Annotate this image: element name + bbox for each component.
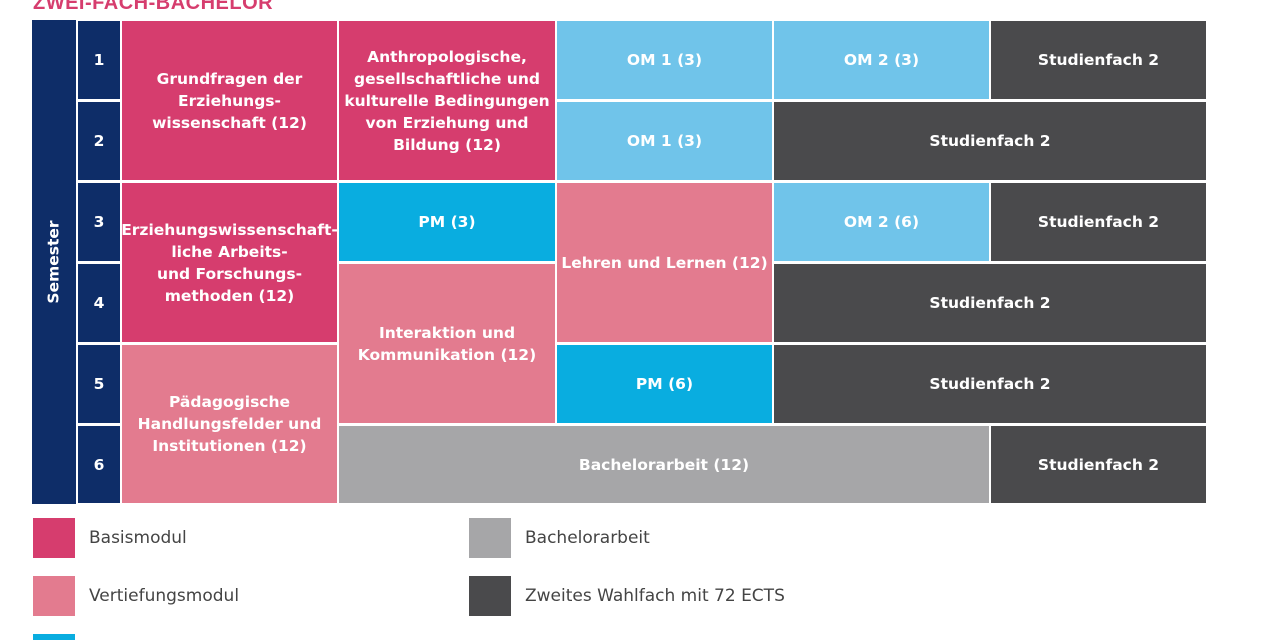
studienfach-2-semester3: Studienfach 2 [991, 183, 1206, 261]
module-pm3: PM (3) [339, 183, 555, 261]
module-pm6: PM (6) [557, 345, 772, 423]
semester-axis: Semester [32, 20, 76, 504]
legend-swatch-pm [33, 634, 75, 640]
legend-label-bachelorarbeit: Bachelorarbeit [525, 528, 650, 548]
module-anthropologische-bedingungen: Anthropologische, gesellschaftliche und … [339, 21, 555, 180]
semester-axis-label: Semester [45, 220, 64, 304]
module-om2-semester3: OM 2 (6) [774, 183, 989, 261]
module-lehren-und-lernen: Lehren und Lernen (12) [557, 183, 772, 342]
module-arbeits-forschungsmethoden: Erziehungswissenschaft- liche Arbeits- u… [121, 183, 338, 342]
legend-label-vertiefungsmodul: Vertiefungsmodul [89, 586, 240, 606]
module-om1-semester1: OM 1 (3) [557, 21, 772, 99]
legend-label-basismodul: Basismodul [89, 528, 187, 548]
semester-number-3: 3 [78, 183, 120, 261]
module-om1-semester2: OM 1 (3) [557, 102, 772, 180]
module-grundfragen: Grundfragen der Erziehungs- wissenschaft… [122, 21, 337, 180]
semester-number-6: 6 [78, 426, 120, 503]
studienfach-2-semester2: Studienfach 2 [774, 102, 1206, 180]
module-om2-semester1: OM 2 (3) [774, 21, 989, 99]
studienfach-2-semester4: Studienfach 2 [774, 264, 1206, 342]
semester-number-1: 1 [78, 21, 120, 99]
studienfach-2-semester1: Studienfach 2 [991, 21, 1206, 99]
semester-number-5: 5 [78, 345, 120, 423]
module-paedagogische-handlungsfelder: Pädagogische Handlungsfelder und Institu… [122, 345, 337, 503]
module-interaktion-kommunikation: Interaktion und Kommunikation (12) [339, 264, 555, 423]
legend-label-zweites-wahlfach: Zweites Wahlfach mit 72 ECTS [525, 586, 785, 606]
legend-swatch-vertiefungsmodul [33, 576, 75, 616]
legend-swatch-bachelorarbeit [469, 518, 511, 558]
semester-number-2: 2 [78, 102, 120, 180]
legend-swatch-basismodul [33, 518, 75, 558]
studienfach-2-semester5: Studienfach 2 [774, 345, 1206, 423]
module-bachelorarbeit: Bachelorarbeit (12) [339, 426, 989, 503]
studienfach-2-semester6: Studienfach 2 [991, 426, 1206, 503]
page-title: ZWEI-FACH-BACHELOR [33, 0, 274, 14]
semester-number-4: 4 [78, 264, 120, 342]
legend-swatch-zweites-wahlfach [469, 576, 511, 616]
